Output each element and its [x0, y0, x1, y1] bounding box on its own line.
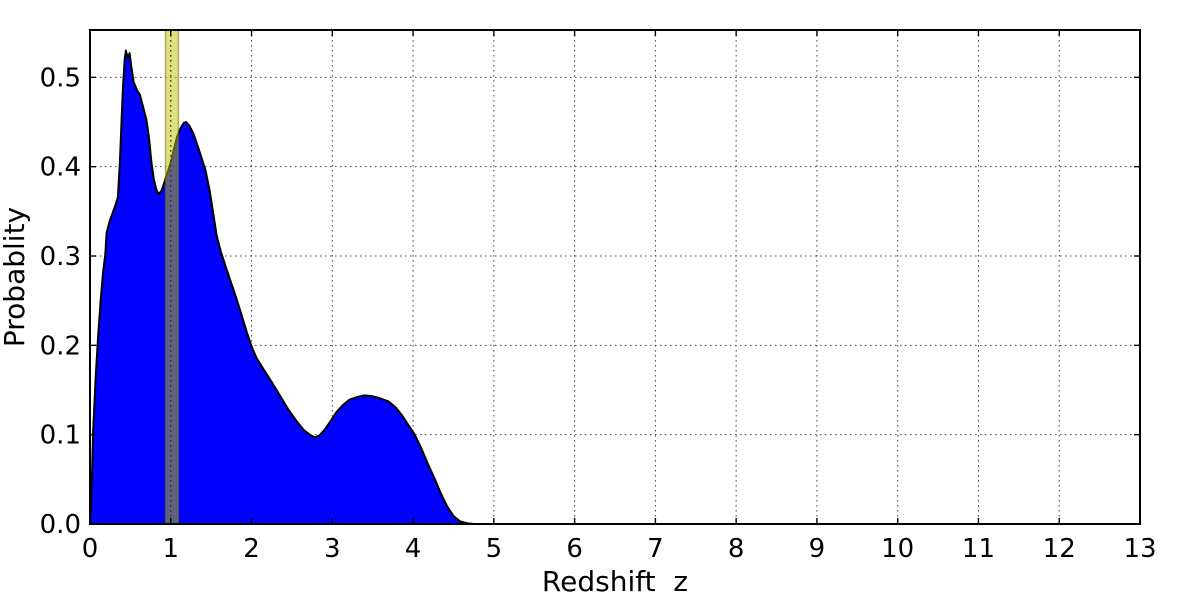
- y-axis-label: Probablity: [0, 207, 31, 347]
- x-tick-label: 9: [809, 534, 826, 564]
- y-tick-label: 0.1: [40, 421, 81, 451]
- x-tick-label: 13: [1123, 534, 1156, 564]
- y-tick-label: 0.3: [40, 242, 81, 272]
- x-tick-label: 5: [486, 534, 503, 564]
- x-tick-label: 0: [82, 534, 99, 564]
- y-tick-label: 0.2: [40, 331, 81, 361]
- x-tick-label: 10: [881, 534, 914, 564]
- x-tick-label: 11: [962, 534, 995, 564]
- x-axis-label: Redshift z: [542, 565, 688, 598]
- tick-labels: 0 1 2 3 4 5 6 7 8 9 10 11 12 130.00.10.20.30.40.5: [40, 63, 1157, 564]
- grid-lines: [90, 30, 1140, 524]
- x-tick-label: 7: [647, 534, 664, 564]
- y-tick-label: 0.4: [40, 153, 81, 183]
- plot-border: [89, 29, 1141, 525]
- plot-layers: 0 1 2 3 4 5 6 7 8 9 10 11 12 130.00.10.20.30.40.5: [40, 29, 1157, 564]
- x-tick-label: 1: [162, 534, 179, 564]
- highlight-band: [165, 30, 179, 524]
- x-tick-label: 3: [324, 534, 341, 564]
- density-area: [89, 49, 475, 525]
- x-tick-label: 12: [1043, 534, 1076, 564]
- y-tick-label: 0.5: [40, 63, 81, 93]
- x-tick-label: 8: [728, 534, 745, 564]
- y-tick-label: 0.0: [40, 510, 81, 540]
- x-tick-label: 6: [566, 534, 583, 564]
- x-tick-label: 2: [243, 534, 260, 564]
- x-tick-label: 4: [405, 534, 422, 564]
